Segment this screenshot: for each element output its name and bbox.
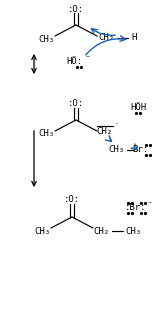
Text: CH₃: CH₃ (38, 129, 54, 139)
Text: CH₃: CH₃ (108, 145, 124, 154)
Text: Br:: Br: (132, 145, 148, 154)
Text: HÖH: HÖH (130, 104, 146, 113)
Text: CH₃: CH₃ (125, 227, 141, 236)
Text: CH₃: CH₃ (34, 227, 50, 236)
Text: :O:: :O: (68, 4, 84, 13)
Text: :O:: :O: (64, 196, 80, 204)
Text: ⁻: ⁻ (113, 120, 119, 129)
Text: HÖ:: HÖ: (66, 57, 82, 66)
Text: CH₃: CH₃ (38, 35, 54, 43)
Text: CH₂: CH₂ (98, 33, 114, 42)
Text: ⁻: ⁻ (85, 54, 91, 64)
Text: CH₂: CH₂ (96, 126, 112, 135)
Text: CH₂: CH₂ (93, 227, 109, 236)
Text: :Br:: :Br: (125, 203, 147, 212)
Text: :O:: :O: (68, 100, 84, 109)
Text: H: H (131, 33, 137, 42)
Text: ⁻: ⁻ (147, 200, 153, 210)
